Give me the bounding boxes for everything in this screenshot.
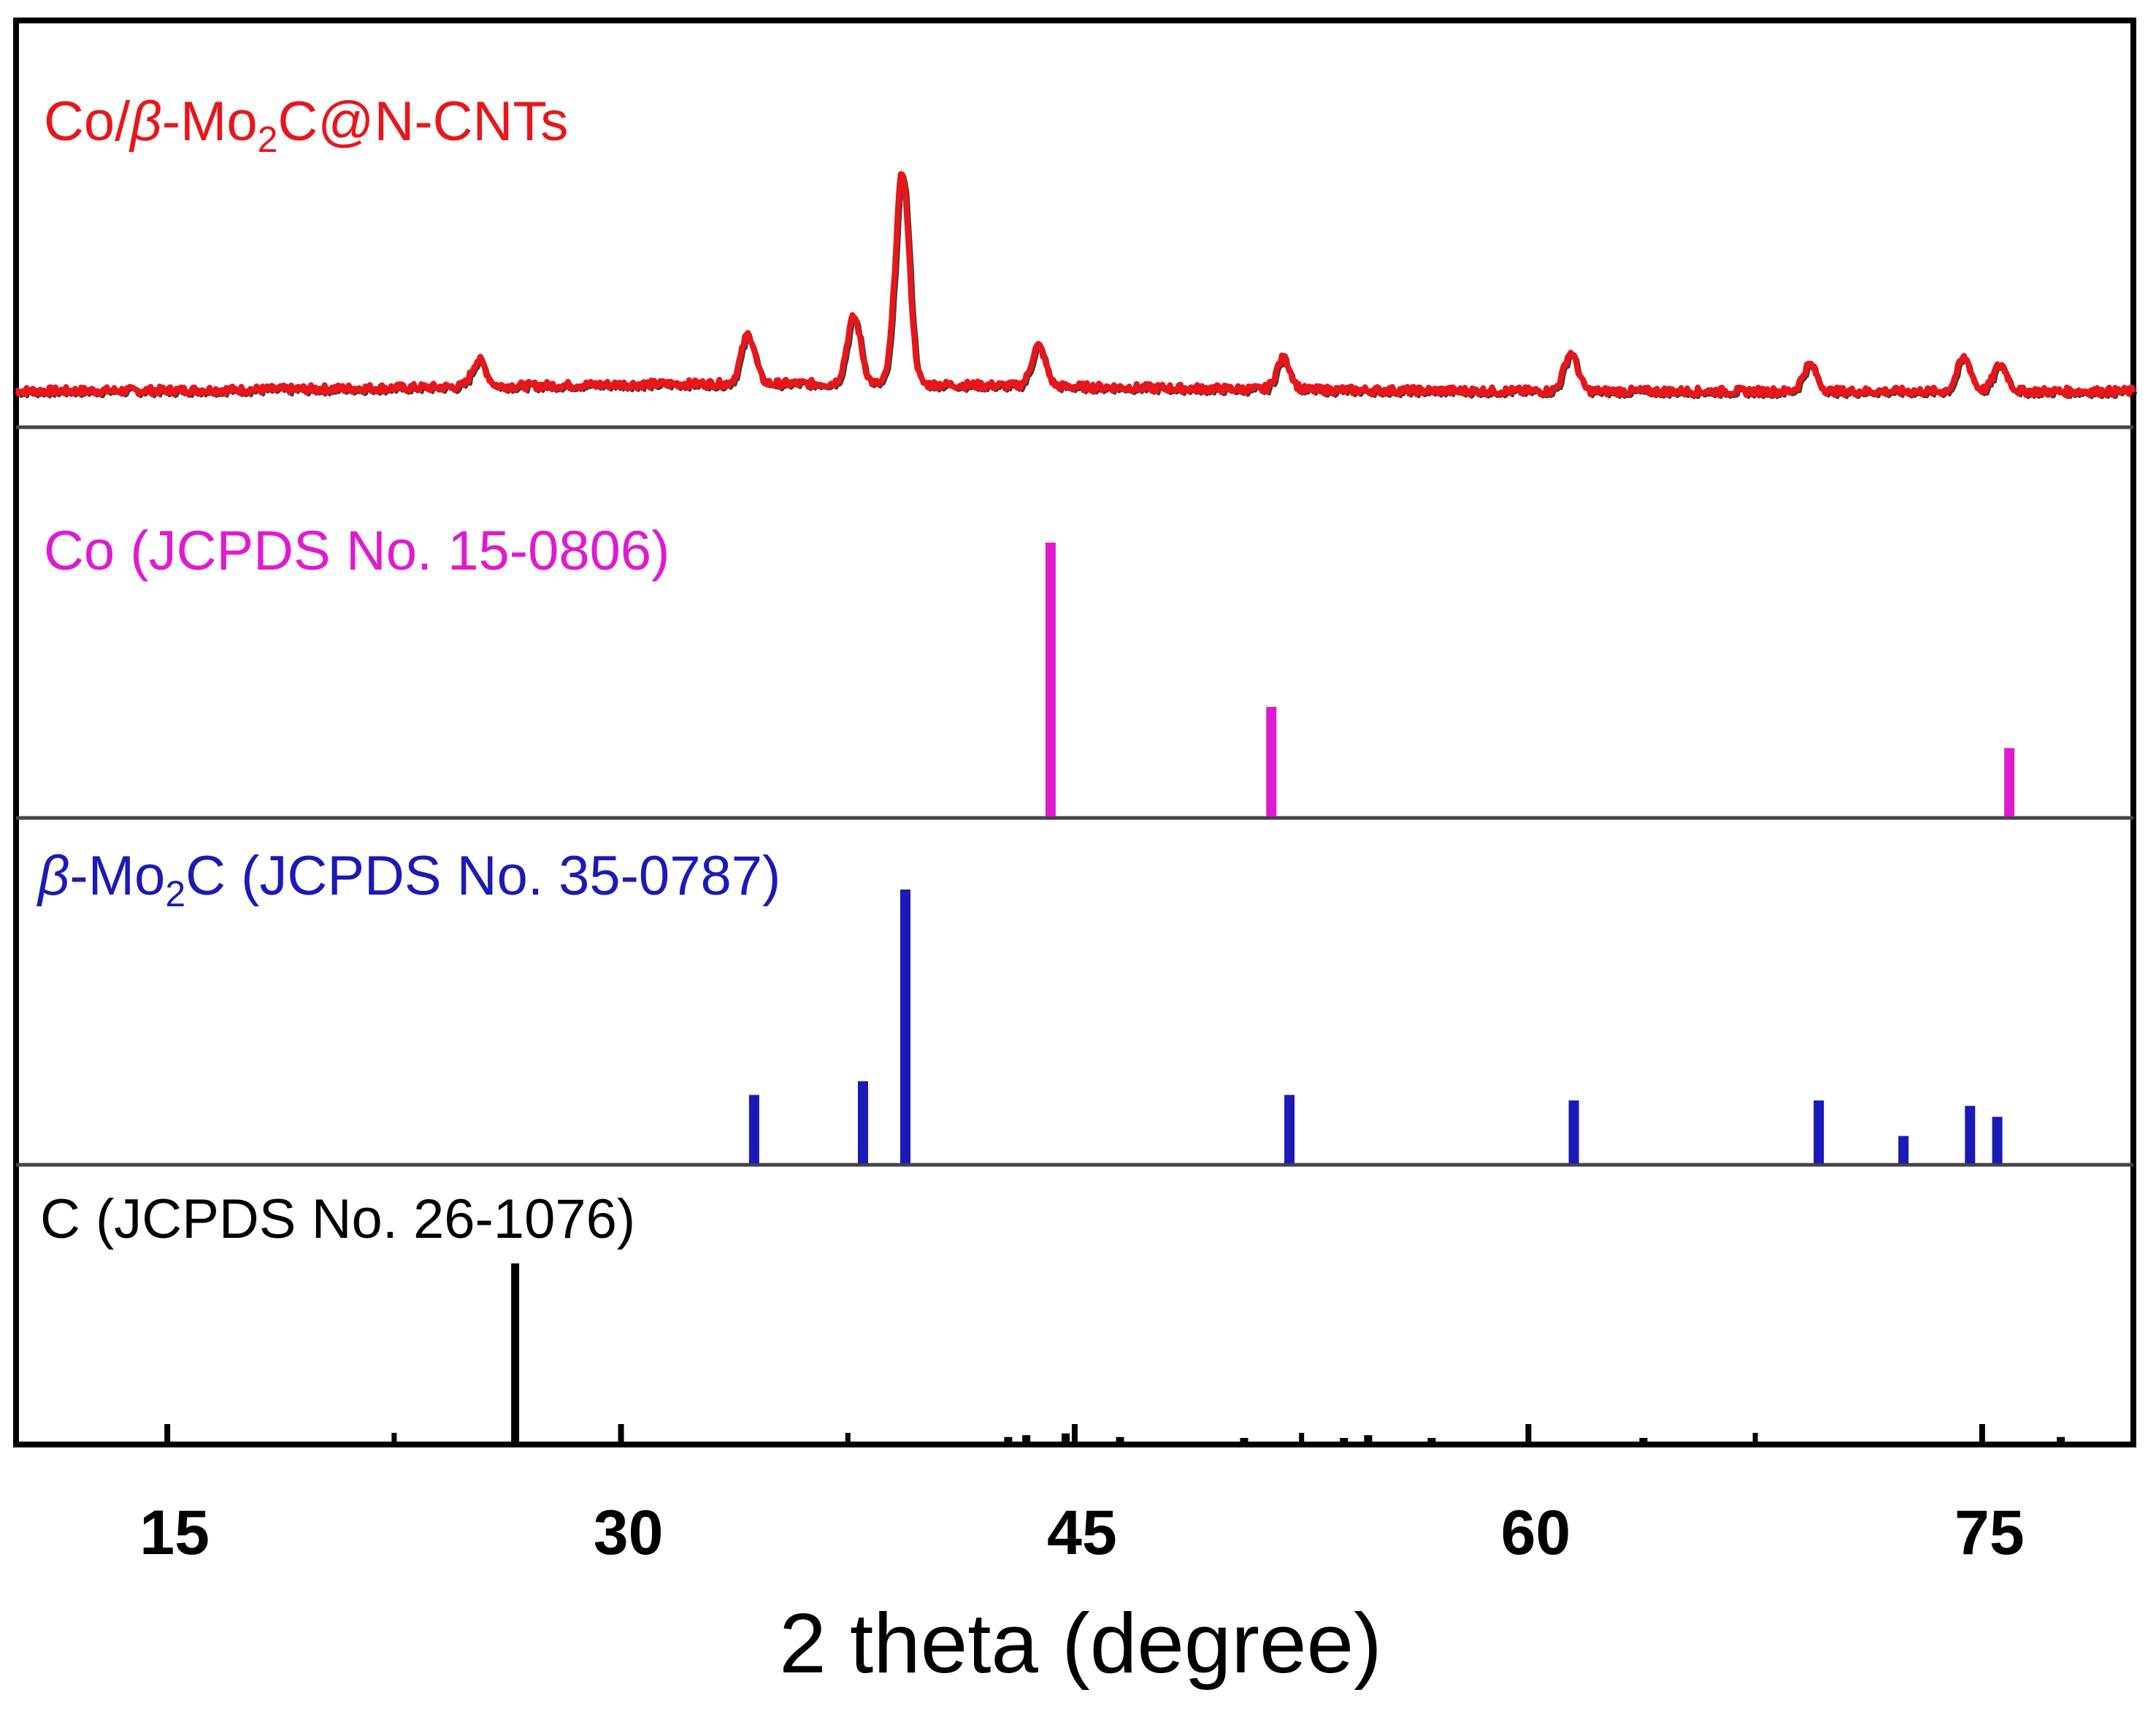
reference-stick [1568, 1100, 1579, 1164]
reference-stick [1116, 1436, 1124, 1442]
x-tick-label: 30 [594, 1498, 664, 1568]
x-tick-label: 45 [1047, 1498, 1117, 1568]
series-label-mo2c: β-Mo2C (JCPDS No. 35-0787) [37, 845, 780, 914]
reference-stick [1004, 1436, 1013, 1442]
reference-stick [1284, 1095, 1295, 1164]
reference-stick [1364, 1435, 1373, 1442]
reference-stick [511, 1263, 520, 1442]
reference-stick [1340, 1438, 1349, 1442]
x-axis-title: 2 theta (degree) [779, 1596, 1381, 1691]
panel-co-mo2c-ncnts: Co/β-Mo2C@N-CNTs [15, 91, 2138, 399]
panel-co-reference: Co (JCPDS No. 15-0806) [44, 520, 2015, 817]
panel-mo2c-reference: β-Mo2C (JCPDS No. 35-0787) [37, 845, 2003, 1164]
reference-stick [1266, 707, 1277, 816]
series-label-c: C (JCPDS No. 26-1076) [40, 1188, 635, 1250]
plot-frame [13, 18, 2136, 1447]
reference-stick [1022, 1435, 1031, 1442]
reference-stick [1062, 1433, 1070, 1443]
reference-stick [1965, 1106, 1976, 1164]
x-tick-label: 15 [139, 1498, 210, 1568]
reference-stick [1814, 1100, 1825, 1164]
panel-c-reference: C (JCPDS No. 26-1076) [40, 1188, 2065, 1443]
x-tick-label: 75 [1954, 1498, 2025, 1568]
reference-stick [1240, 1438, 1248, 1442]
x-tick-label: 60 [1501, 1498, 1571, 1568]
reference-stick [1639, 1438, 1648, 1442]
reference-stick [1427, 1438, 1436, 1442]
reference-stick [1898, 1136, 1909, 1163]
reference-stick [1992, 1117, 2003, 1164]
x-axis: 15 30 45 60 75 [139, 1424, 2025, 1568]
reference-stick [2057, 1436, 2065, 1442]
series-label-co: Co (JCPDS No. 15-0806) [44, 520, 670, 582]
reference-stick [858, 1081, 868, 1163]
series-label-co-mo2c-ncnts: Co/β-Mo2C@N-CNTs [44, 91, 568, 160]
xrd-trace-co-mo2c-ncnts [15, 171, 2136, 399]
reference-stick [748, 1095, 759, 1164]
reference-stick [1045, 543, 1056, 816]
reference-stick [2004, 748, 2015, 817]
reference-stick [900, 889, 910, 1163]
